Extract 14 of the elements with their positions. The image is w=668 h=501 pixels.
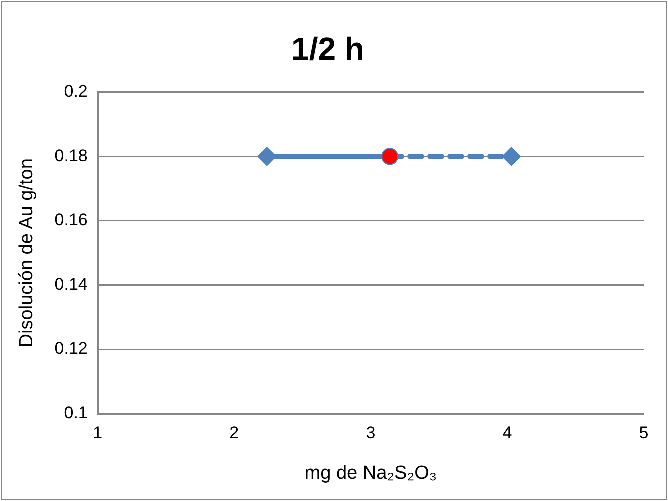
x-tick-label: 3 xyxy=(366,424,376,443)
chart-title: 1/2 h xyxy=(292,31,364,68)
y-tick-label: 0.2 xyxy=(64,82,88,102)
x-tick-label: 2 xyxy=(230,424,240,443)
x-tick-label: 5 xyxy=(639,424,649,443)
y-tick-label: 0.14 xyxy=(54,274,88,294)
x-axis-title: mg de Na₂S₂O₃ xyxy=(304,462,438,484)
y-tick-label: 0.1 xyxy=(64,403,88,422)
y-axis-title: Disolución de Au g/ton xyxy=(16,158,38,348)
x-tick-label: 4 xyxy=(502,424,512,443)
y-tick-label: 0.16 xyxy=(54,210,88,230)
y-tick-label: 0.18 xyxy=(54,146,88,166)
y-tick-label: 0.12 xyxy=(54,339,88,358)
x-tick-label: 1 xyxy=(93,424,103,443)
